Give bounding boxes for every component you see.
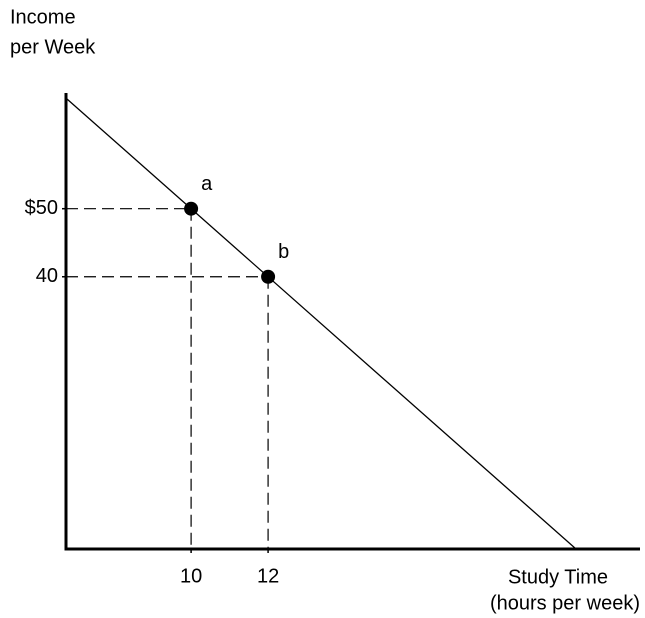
y-axis-label: Income (10, 6, 76, 28)
y-axis-label: per Week (10, 36, 96, 58)
x-axis-label: (hours per week) (490, 592, 640, 614)
x-tick-label: 10 (180, 565, 202, 587)
y-tick-label: $50 (25, 197, 58, 219)
y-tick-label: 40 (36, 265, 58, 287)
line (65, 97, 577, 550)
point (261, 269, 276, 284)
point (184, 201, 199, 216)
x-axis-label: Study Time (508, 566, 608, 588)
point-label: b (278, 241, 289, 263)
x-tick-label: 12 (257, 565, 279, 587)
point-label: a (201, 173, 213, 195)
